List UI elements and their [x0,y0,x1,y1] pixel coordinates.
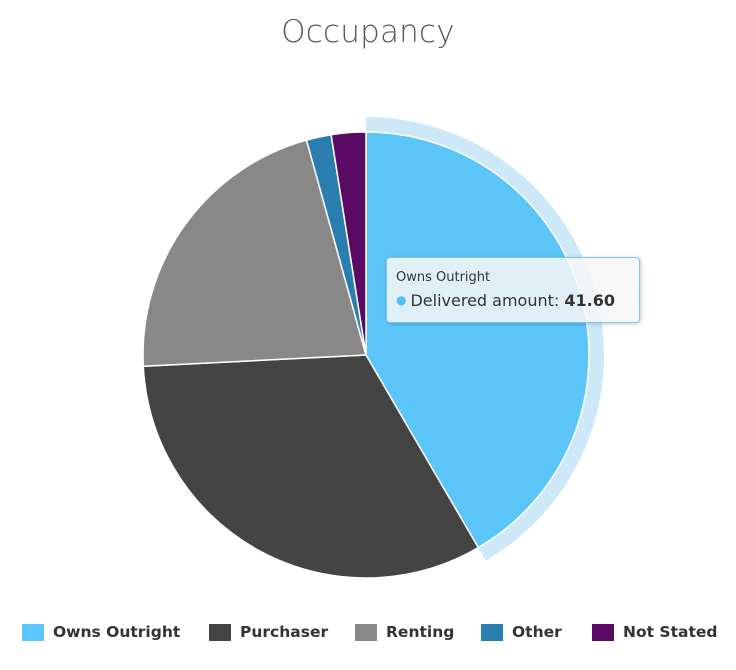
chart-title: Occupancy [281,14,455,50]
legend-item-not-stated[interactable]: Not Stated [592,620,717,644]
legend-item-renting[interactable]: Renting [355,620,454,644]
tooltip-series-label: Delivered amount: [410,291,560,310]
legend-swatch-other [481,623,503,641]
slice-renting[interactable] [142,139,367,367]
slice-purchaser[interactable] [142,354,480,579]
tooltip-value: 41.60 [564,291,615,310]
chart-tooltip: Owns Outright ● Delivered amount: 41.60 [386,257,640,323]
slice-not-stated[interactable] [330,131,367,356]
legend-swatch-renting [355,623,377,641]
legend-swatch-owns-outright [22,623,44,641]
legend-label-other: Other [512,623,562,641]
legend-item-owns-outright[interactable]: Owns Outright [22,620,180,644]
tooltip-title: Owns Outright [396,270,491,285]
tooltip-value-row: ● Delivered amount: 41.60 [396,290,639,311]
legend-item-other[interactable]: Other [481,620,562,644]
chart-legend: Owns Outright Purchaser Renting Other No… [0,620,736,644]
legend-label-not-stated: Not Stated [623,623,718,641]
legend-swatch-not-stated [592,623,614,641]
legend-item-purchaser[interactable]: Purchaser [209,620,328,644]
legend-label-purchaser: Purchaser [240,623,329,641]
pie-slices [142,131,590,579]
legend-label-renting: Renting [386,623,455,641]
tooltip-series-dot-icon: ● [396,293,407,307]
legend-label-owns-outright: Owns Outright [53,623,181,641]
legend-swatch-purchaser [209,623,231,641]
